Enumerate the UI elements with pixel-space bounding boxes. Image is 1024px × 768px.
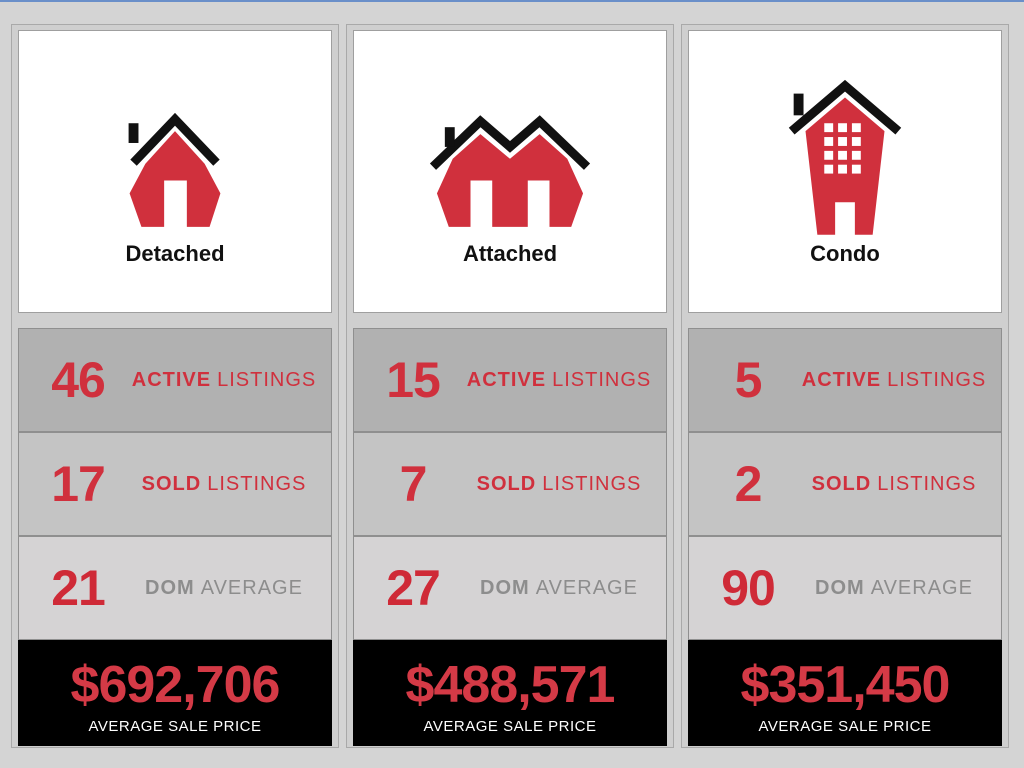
sold-listings-row: 17 SOLD LISTINGS: [18, 432, 332, 536]
dom-average-row: 90 DOM AVERAGE: [688, 536, 1002, 640]
panel-attached: Attached 15 ACTIVE LISTINGS 7 SOLD LISTING…: [346, 24, 674, 748]
sold-listings-row: 7 SOLD LISTINGS: [353, 432, 667, 536]
top-border: [0, 0, 1024, 2]
property-type-label: Detached: [125, 241, 225, 266]
sold-listings-label: SOLD LISTINGS: [476, 472, 642, 495]
active-listings-count: 46: [51, 352, 106, 408]
sold-listings-label: SOLD LISTINGS: [141, 472, 307, 495]
dom-average-row: 21 DOM AVERAGE: [18, 536, 332, 640]
dom-average-label: DOM AVERAGE: [480, 576, 638, 599]
average-sale-price-label: AVERAGE SALE PRICE: [758, 718, 932, 735]
average-sale-price-box: $692,706 AVERAGE SALE PRICE: [18, 640, 332, 746]
active-listings-row: 15 ACTIVE LISTINGS: [353, 328, 667, 432]
sold-listings-row: 2 SOLD LISTINGS: [688, 432, 1002, 536]
dom-average-label: DOM AVERAGE: [145, 576, 303, 599]
property-type-card: Detached: [18, 30, 332, 313]
average-sale-price-label: AVERAGE SALE PRICE: [88, 718, 262, 735]
property-type-card: Attached: [353, 30, 667, 313]
average-sale-price-value: $351,450: [740, 656, 951, 714]
average-sale-price-box: $351,450 AVERAGE SALE PRICE: [688, 640, 1002, 746]
sold-listings-count: 7: [399, 456, 428, 512]
panel-detached: Detached 46 ACTIVE LISTINGS 17 SOLD LISTIN…: [11, 24, 339, 748]
property-type-label: Condo: [810, 241, 880, 266]
dom-average-value: 90: [721, 560, 776, 616]
property-type-label: Attached: [462, 241, 558, 266]
condo-building-icon: [788, 79, 902, 235]
sold-listings-label: SOLD LISTINGS: [811, 472, 977, 495]
attached-house-icon: [429, 115, 591, 227]
active-listings-label: ACTIVE LISTINGS: [801, 368, 987, 391]
dom-average-value: 27: [386, 560, 441, 616]
average-sale-price-value: $488,571: [405, 656, 616, 714]
panel-condo: Condo 5 ACTIVE LISTINGS 2 SOLD LISTINGS 90…: [681, 24, 1009, 748]
dom-average-label: DOM AVERAGE: [815, 576, 973, 599]
average-sale-price-label: AVERAGE SALE PRICE: [423, 718, 597, 735]
active-listings-row: 5 ACTIVE LISTINGS: [688, 328, 1002, 432]
active-listings-label: ACTIVE LISTINGS: [131, 368, 317, 391]
sold-listings-count: 2: [734, 456, 763, 512]
sold-listings-count: 17: [51, 456, 106, 512]
average-sale-price-box: $488,571 AVERAGE SALE PRICE: [353, 640, 667, 746]
active-listings-row: 46 ACTIVE LISTINGS: [18, 328, 332, 432]
property-type-card: Condo: [688, 30, 1002, 313]
active-listings-count: 15: [386, 352, 441, 408]
average-sale-price-value: $692,706: [70, 656, 281, 714]
active-listings-label: ACTIVE LISTINGS: [466, 368, 652, 391]
active-listings-count: 5: [734, 352, 763, 408]
dom-average-value: 21: [51, 560, 106, 616]
dom-average-row: 27 DOM AVERAGE: [353, 536, 667, 640]
detached-house-icon: [128, 112, 221, 227]
